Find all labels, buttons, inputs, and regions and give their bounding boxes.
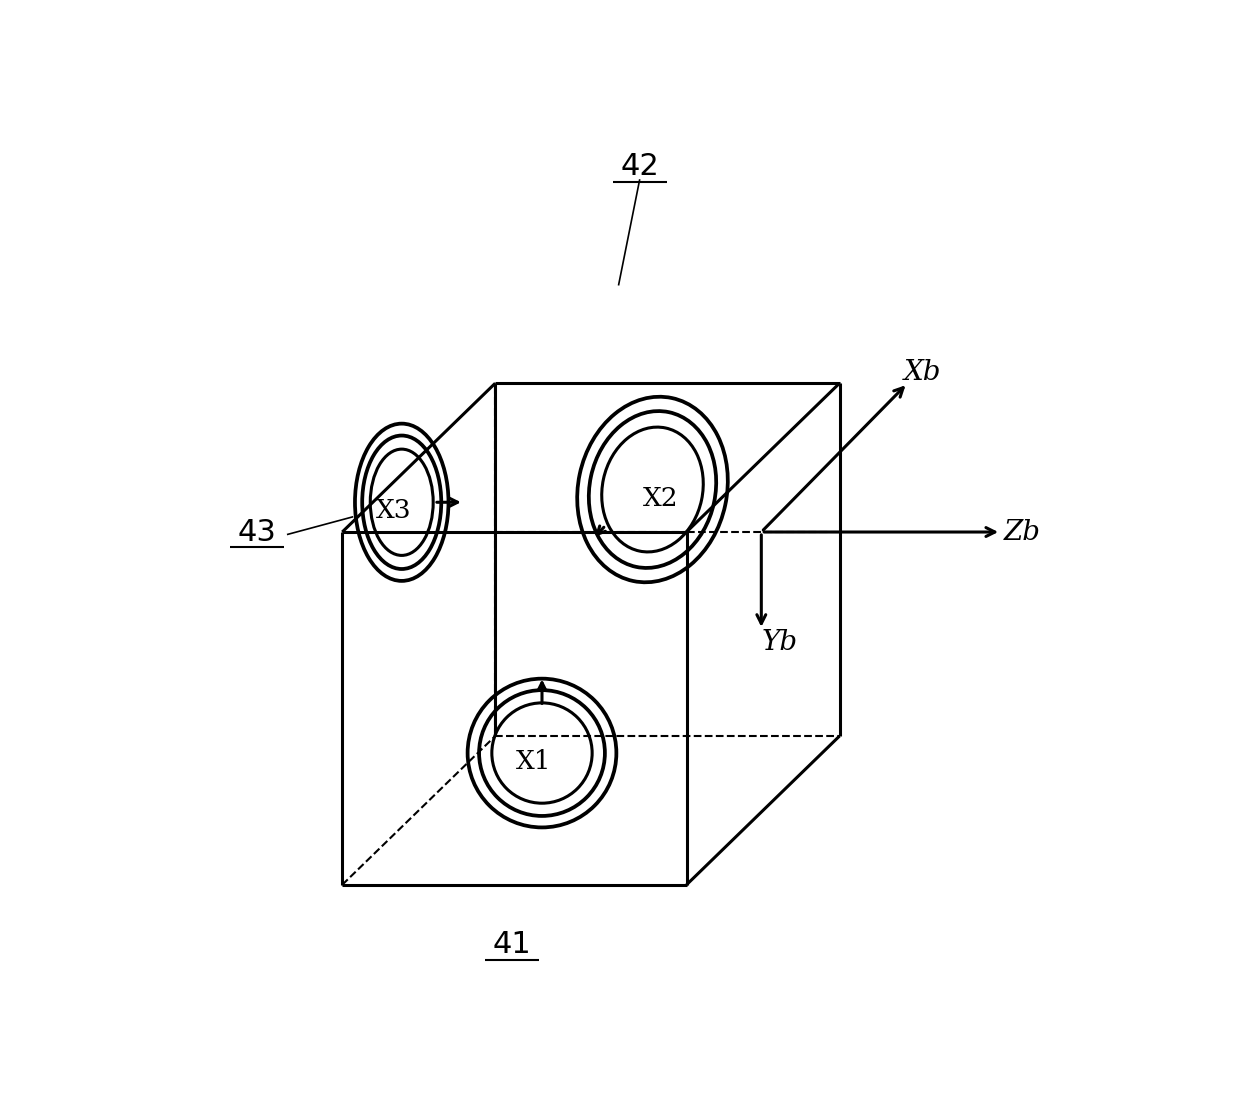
- Text: 43: 43: [238, 518, 277, 546]
- Text: 41: 41: [492, 930, 532, 958]
- Text: X3: X3: [376, 498, 410, 523]
- Text: Zb: Zb: [1004, 519, 1040, 545]
- Text: 42: 42: [620, 152, 660, 181]
- Text: Xb: Xb: [904, 359, 941, 385]
- Text: X1: X1: [516, 749, 552, 774]
- Text: Yb: Yb: [761, 629, 799, 656]
- Text: X2: X2: [644, 486, 678, 510]
